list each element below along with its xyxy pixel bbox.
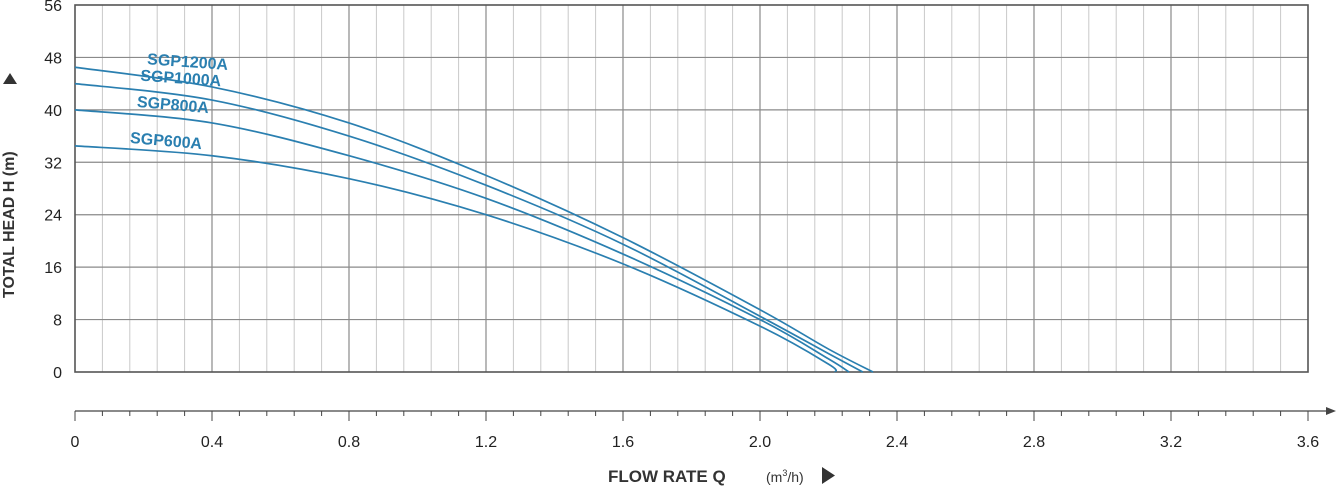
x-tick-label: 3.6 bbox=[1297, 434, 1319, 451]
series-line-sgp800a bbox=[74, 109, 850, 373]
series-label-sgp1200a: SGP1200A bbox=[147, 51, 229, 74]
y-axis-arrow-icon bbox=[3, 73, 17, 84]
x-tick-label: 0.4 bbox=[201, 434, 223, 451]
x-axis-arrow-icon bbox=[1326, 407, 1336, 415]
y-tick-label: 48 bbox=[44, 50, 62, 67]
y-tick-label: 0 bbox=[53, 365, 62, 382]
minor-grid bbox=[101, 5, 1282, 372]
x-tick-label: 2.4 bbox=[886, 434, 908, 451]
major-grid bbox=[75, 5, 1308, 372]
series-line-sgp1000a bbox=[74, 82, 864, 373]
y-tick-labels: 0 8 16 24 32 40 48 56 bbox=[44, 0, 62, 382]
x-tick-labels: 0 0.4 0.8 1.2 1.6 2.0 2.4 2.8 3.2 3.6 bbox=[71, 434, 1320, 451]
series-label-sgp600a: SGP600A bbox=[129, 130, 203, 153]
y-tick-label: 24 bbox=[44, 208, 62, 225]
y-tick-label: 16 bbox=[44, 260, 62, 277]
series-label-sgp800a: SGP800A bbox=[136, 94, 210, 117]
x-tick-label: 3.2 bbox=[1160, 434, 1182, 451]
x-axis-title-arrow-icon bbox=[822, 467, 835, 484]
y-tick-label: 56 bbox=[44, 0, 62, 15]
y-tick-label: 32 bbox=[44, 155, 62, 172]
series-label-sgp1000a: SGP1000A bbox=[140, 68, 222, 91]
x-tick-label: 1.2 bbox=[475, 434, 497, 451]
y-tick-label: 40 bbox=[44, 103, 62, 120]
series-line-sgp600a bbox=[74, 145, 838, 373]
x-tick-label: 1.6 bbox=[612, 434, 634, 451]
x-tick-label: 0 bbox=[71, 434, 80, 451]
series-line-sgp1200a bbox=[74, 66, 874, 373]
y-axis-title: TOTAL HEAD H (m) bbox=[1, 151, 18, 298]
y-tick-label: 8 bbox=[53, 313, 62, 330]
x-tick-label: 0.8 bbox=[338, 434, 360, 451]
x-axis-unit: (m3/h) bbox=[766, 468, 804, 485]
plot-frame bbox=[74, 4, 1309, 373]
x-axis bbox=[74, 407, 1336, 421]
x-tick-label: 2.0 bbox=[749, 434, 771, 451]
x-tick-label: 2.8 bbox=[1023, 434, 1045, 451]
series-lines bbox=[74, 66, 874, 373]
x-axis-title: FLOW RATE Q bbox=[608, 467, 726, 486]
